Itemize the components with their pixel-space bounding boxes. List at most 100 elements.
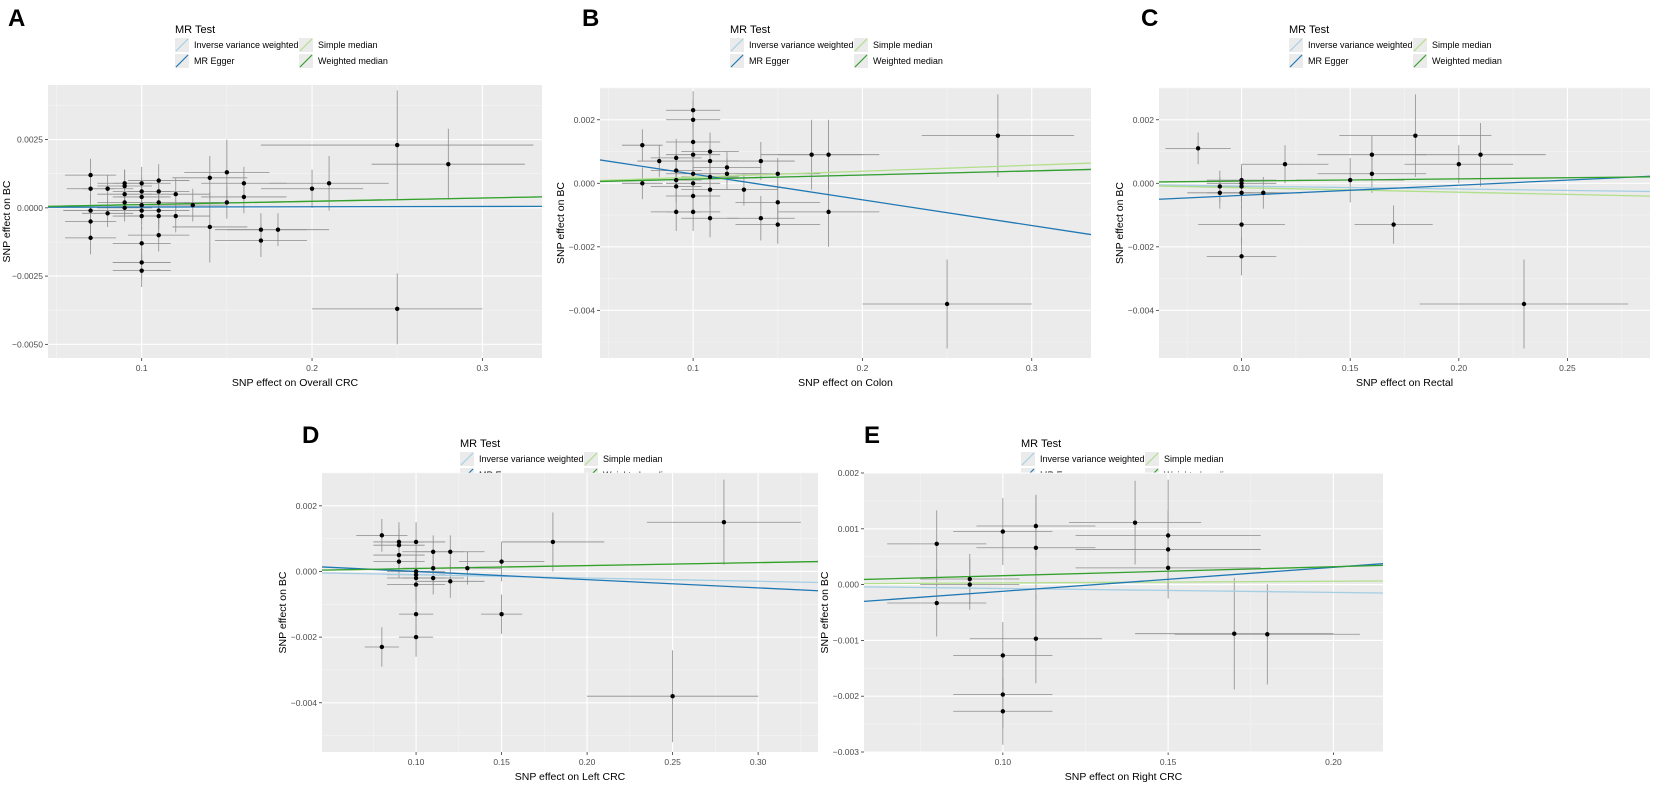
y-tick-label: −0.002 (569, 242, 596, 252)
data-point (173, 192, 178, 197)
data-point (1232, 631, 1237, 636)
legend-key-line (460, 452, 474, 466)
regression-line (600, 162, 1091, 182)
data-point (413, 582, 419, 587)
data-point (258, 238, 264, 243)
data-point (413, 539, 419, 545)
data-point (1239, 254, 1244, 259)
data-point (1165, 533, 1171, 538)
x-axis-title: SNP effect on Overall CRC (232, 377, 359, 389)
data-point (139, 189, 144, 194)
data-point (499, 611, 504, 617)
legend-key-line (730, 54, 744, 68)
data-point (1000, 709, 1006, 714)
data-point (224, 170, 230, 175)
data-point (1239, 184, 1244, 189)
y-tick-label: 0.000 (838, 580, 860, 590)
legend: MR Test Inverse variance weighted Simple m… (730, 24, 943, 68)
legend-key-line (730, 38, 744, 52)
data-point (139, 194, 144, 200)
data-point (934, 541, 939, 547)
y-tick-label: 0.000 (296, 566, 318, 576)
data-point (207, 224, 213, 230)
x-tick-label: 0.3 (1026, 363, 1038, 373)
y-tick-label: −0.002 (291, 632, 318, 642)
data-point (430, 575, 436, 581)
data-point (395, 306, 400, 312)
data-point (105, 211, 110, 216)
data-point (690, 108, 696, 113)
panel-letter: C (1141, 5, 1158, 32)
regression-line (1159, 175, 1650, 200)
y-tick-label: −0.002 (833, 691, 860, 701)
legend-title: MR Test (730, 24, 770, 36)
data-point (190, 202, 195, 208)
data-point (673, 177, 679, 183)
legend-label: Weighted median (1432, 56, 1502, 66)
data-point (1239, 190, 1244, 196)
data-point (741, 187, 747, 192)
legend-label: Weighted median (318, 56, 388, 66)
legend-key-line (854, 38, 868, 52)
data-point (326, 181, 332, 186)
data-point (1033, 636, 1039, 641)
legend-title: MR Test (1021, 438, 1061, 450)
data-point (673, 184, 679, 189)
data-point (379, 644, 385, 650)
data-point (156, 232, 161, 238)
panel-C: C MR Test Inverse variance weighted Simple … (1114, 5, 1650, 389)
data-point (396, 539, 402, 545)
y-axis-title: SNP effect on BC (555, 182, 567, 264)
data-point (396, 543, 402, 548)
data-point (88, 219, 93, 224)
data-point (224, 200, 230, 205)
regression-line (600, 159, 1091, 236)
data-point (1000, 653, 1006, 658)
plot-background (48, 85, 542, 358)
data-point (1217, 190, 1223, 196)
data-point (139, 268, 144, 273)
data-point (826, 209, 831, 215)
data-point (275, 227, 281, 232)
data-point (967, 582, 972, 587)
regression-line (48, 205, 542, 208)
data-point (88, 235, 93, 241)
data-point (1165, 547, 1171, 552)
x-tick-label: 0.10 (408, 757, 425, 767)
data-point (934, 600, 939, 606)
x-tick-label: 0.1 (136, 363, 148, 373)
x-tick-label: 0.20 (1451, 363, 1468, 373)
data-point (1521, 301, 1527, 307)
data-point (1217, 184, 1223, 189)
data-point (88, 186, 93, 191)
panel-A: A MR Test Inverse variance weighted Simple … (1, 5, 542, 389)
data-point (122, 205, 127, 211)
y-tick-label: 0.000 (1133, 178, 1155, 188)
data-point (1282, 162, 1288, 167)
x-axis-title: SNP effect on Right CRC (1065, 771, 1183, 783)
data-point (122, 192, 127, 197)
plot-background (322, 473, 818, 752)
legend-key-line (299, 38, 313, 52)
data-point (88, 208, 93, 213)
x-axis-title: SNP effect on Left CRC (515, 771, 626, 783)
data-point (1239, 177, 1244, 183)
y-axis-title: SNP effect on BC (819, 571, 831, 653)
data-point (156, 213, 161, 219)
y-tick-label: −0.001 (833, 635, 860, 645)
data-point (413, 572, 419, 577)
data-point (430, 565, 436, 571)
legend-label: Inverse variance weighted (194, 40, 299, 50)
y-tick-label: −0.002 (1128, 242, 1155, 252)
data-point (707, 187, 713, 192)
data-point (657, 158, 662, 164)
data-point (241, 194, 247, 200)
legend-title: MR Test (460, 438, 500, 450)
data-layer (600, 91, 1091, 349)
data-point (396, 552, 402, 558)
panel-E: E MR Test Inverse variance weighted Simple … (819, 422, 1383, 783)
data-point (122, 200, 127, 205)
data-point (690, 139, 696, 145)
data-point (413, 634, 419, 640)
data-point (156, 178, 161, 183)
